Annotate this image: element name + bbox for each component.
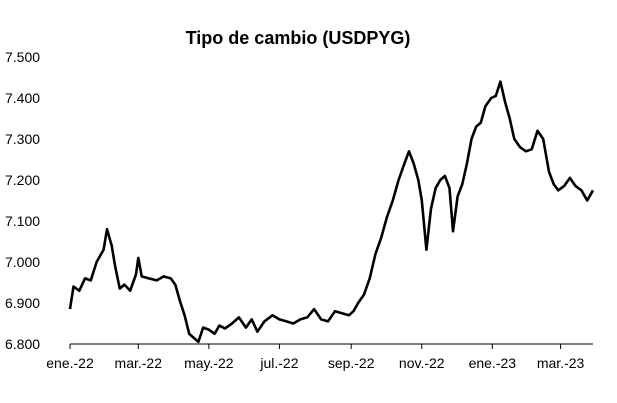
x-tick-label: sep.-22: [328, 355, 375, 371]
x-tick-label: mar.-22: [115, 355, 163, 371]
y-tick-label: 7.500: [5, 49, 40, 65]
y-tick-label: 7.000: [5, 254, 40, 270]
series-line: [68, 80, 595, 344]
y-axis: 7.500 7.400 7.300 7.200 7.100 7.000 6.900 6.800: [5, 49, 40, 352]
x-axis: ene.-22 mar.-22 may.-22 jul.-22 sep.-22 nov.-…: [46, 344, 585, 371]
x-tick-label: may.-22: [184, 355, 234, 371]
y-tick-label: 6.800: [5, 336, 40, 352]
x-tick-label: ene.-23: [469, 355, 517, 371]
y-tick-label: 7.200: [5, 172, 40, 188]
x-tick-label: ene.-22: [46, 355, 94, 371]
y-tick-label: 7.400: [5, 90, 40, 106]
x-tick-label: mar.-23: [537, 355, 585, 371]
y-tick-label: 7.100: [5, 213, 40, 229]
y-tick-label: 7.300: [5, 131, 40, 147]
x-tick-label: nov.-22: [399, 355, 445, 371]
chart-title: Tipo de cambio (USDPYG): [186, 28, 411, 48]
y-tick-label: 6.900: [5, 295, 40, 311]
plot-area: [68, 80, 595, 345]
x-tick-label: jul.-22: [259, 355, 298, 371]
